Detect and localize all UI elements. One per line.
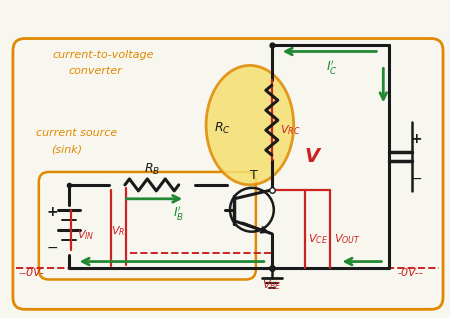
Text: $V_{RC}$: $V_{RC}$ [280, 123, 300, 137]
Text: $R_C$: $R_C$ [214, 121, 230, 136]
Text: $I_B'$: $I_B'$ [173, 204, 184, 222]
Text: $V_{IN}$: $V_{IN}$ [76, 228, 94, 242]
Text: -0V--: -0V-- [397, 267, 423, 278]
Text: $V_{OUT}$: $V_{OUT}$ [333, 232, 360, 245]
Text: $V_{BE}$: $V_{BE}$ [262, 279, 282, 292]
Text: (sink): (sink) [51, 144, 82, 154]
Text: --0V-: --0V- [19, 267, 45, 278]
Text: $I_C'$: $I_C'$ [326, 59, 338, 76]
Text: T: T [250, 169, 258, 183]
Text: −: − [410, 171, 422, 185]
Text: current source: current source [36, 128, 117, 138]
Text: +: + [47, 205, 58, 219]
Text: V: V [304, 147, 319, 166]
Text: $R_B$: $R_B$ [144, 162, 160, 176]
Text: $V_{CE}$: $V_{CE}$ [308, 232, 328, 245]
Text: $V_R$: $V_R$ [111, 224, 126, 238]
Text: −: − [47, 241, 58, 255]
Text: converter: converter [69, 66, 122, 76]
Text: current-to-voltage: current-to-voltage [53, 51, 154, 60]
Ellipse shape [206, 66, 294, 185]
Text: +: + [410, 132, 422, 146]
